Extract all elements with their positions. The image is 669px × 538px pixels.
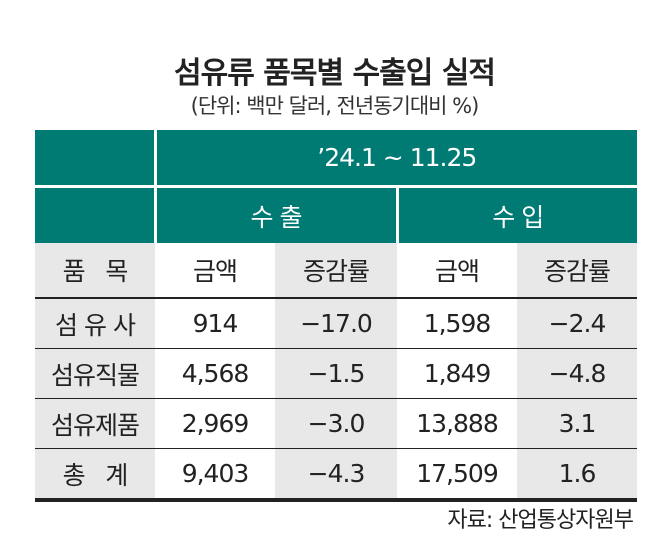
value-cell: 2,969 (155, 398, 275, 449)
item-cell: 섬 유 사 (35, 298, 155, 349)
value-cell: −4.3 (275, 448, 397, 502)
export-header: 수 출 (155, 186, 399, 243)
group-header-row: 수 출 수 입 (35, 186, 638, 243)
period-header-row: ’24.1 ~ 11.25 (35, 130, 638, 188)
value-cell: 1,598 (397, 298, 517, 349)
table-row: 섬 유 사 914 −17.0 1,598 −2.4 (35, 298, 638, 349)
item-cell: 섬유직물 (35, 348, 155, 399)
table-row: 섬유직물 4,568 −1.5 1,849 −4.8 (35, 348, 638, 399)
value-cell: −4.8 (517, 348, 638, 399)
value-cell: 914 (155, 298, 275, 349)
value-cell: −1.5 (275, 348, 397, 399)
item-cell: 총 계 (35, 448, 155, 502)
value-cell: −17.0 (275, 298, 397, 349)
source-note: 자료: 산업통상자원부 (447, 508, 634, 533)
value-cell: 17,509 (397, 448, 517, 502)
unit-subtitle: (단위: 백만 달러, 전년동기대비 %) (190, 94, 480, 118)
import-header: 수 입 (397, 186, 638, 243)
value-cell: −3.0 (275, 398, 397, 449)
value-cell: 3.1 (517, 398, 638, 449)
column-header: 금액 (155, 243, 275, 299)
page-title: 섬유류 품목별 수출입 실적 (174, 56, 496, 91)
total-row: 총 계 9,403 −4.3 17,509 1.6 (35, 448, 638, 502)
value-cell: −2.4 (517, 298, 638, 349)
column-header: 증감률 (517, 243, 638, 299)
column-header: 금액 (397, 243, 517, 299)
trade-table: ’24.1 ~ 11.25 수 출 수 입 품 목 금액 증감률 금액 증감률 … (35, 130, 638, 502)
column-header: 품 목 (35, 243, 155, 299)
value-cell: 13,888 (397, 398, 517, 449)
table-row: 섬유제품 2,969 −3.0 13,888 3.1 (35, 398, 638, 449)
value-cell: 4,568 (155, 348, 275, 399)
empty-header-cell (35, 186, 157, 243)
empty-header-cell (35, 130, 157, 188)
value-cell: 1.6 (517, 448, 638, 502)
value-cell: 9,403 (155, 448, 275, 502)
item-cell: 섬유제품 (35, 398, 155, 449)
column-header: 증감률 (275, 243, 397, 299)
period-header: ’24.1 ~ 11.25 (155, 130, 638, 188)
value-cell: 1,849 (397, 348, 517, 399)
column-header-row: 품 목 금액 증감률 금액 증감률 (35, 243, 638, 299)
